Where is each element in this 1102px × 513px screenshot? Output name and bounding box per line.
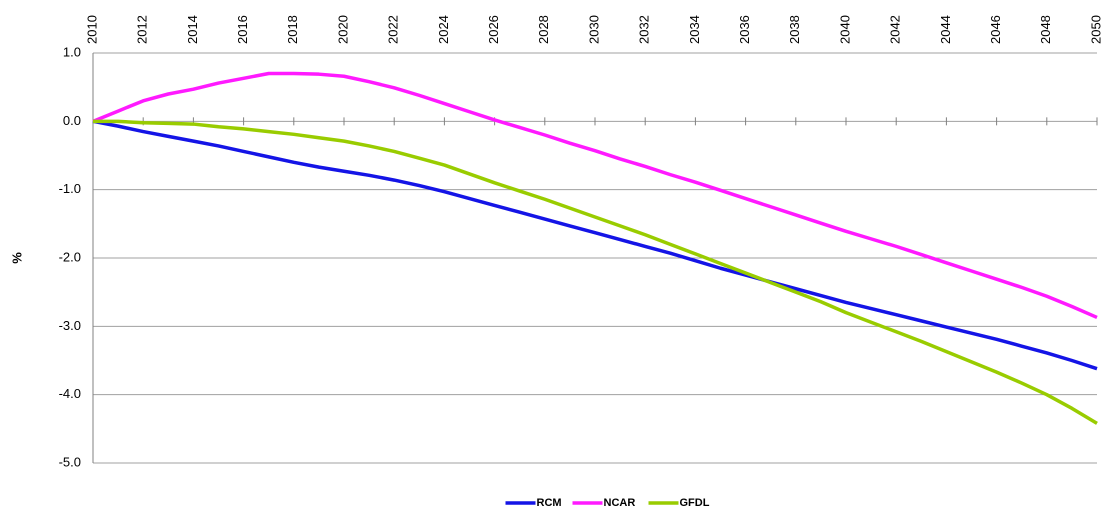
x-tick-label: 2050 [1088, 15, 1102, 44]
y-tick-label: 0.0 [63, 113, 81, 128]
series-line [92, 119, 1098, 371]
x-tick-label: 2044 [938, 15, 953, 44]
y-tick-label: -3.0 [59, 318, 81, 333]
x-tick-label: 2048 [1038, 15, 1053, 44]
x-tick-label: 2038 [787, 15, 802, 44]
y-tick-label: -4.0 [59, 386, 81, 401]
x-tick-label: 2026 [486, 15, 501, 44]
x-tick-label: 2022 [386, 15, 401, 44]
legend-label: RCM [537, 497, 562, 509]
legend-label: GFDL [680, 497, 710, 509]
x-tick-label: 2024 [436, 15, 451, 44]
y-tick-label: -2.0 [59, 249, 81, 264]
legend: RCM NCAR GFDL [505, 497, 710, 509]
x-tick-label: 2018 [285, 15, 300, 44]
x-tick-label: 2010 [84, 15, 99, 44]
x-tick-label: 2042 [888, 15, 903, 44]
series-line [92, 71, 1098, 320]
series-line [93, 119, 1098, 425]
x-tick-label: 2020 [335, 15, 350, 44]
x-tick-label: 2040 [837, 15, 852, 44]
y-axis-label: % [9, 252, 24, 264]
x-tick-label: 2028 [536, 15, 551, 44]
x-tick-label: 2032 [637, 15, 652, 44]
x-tick-label: 2014 [185, 15, 200, 44]
y-tick-label: -5.0 [59, 454, 81, 469]
x-tick-label: 2036 [737, 15, 752, 44]
x-tick-label: 2012 [135, 15, 150, 44]
y-tick-label: 1.0 [63, 44, 81, 59]
x-tick-label: 2034 [687, 15, 702, 44]
x-tick-label: 2046 [988, 15, 1003, 44]
x-tick-label: 2016 [235, 15, 250, 44]
legend-label: NCAR [604, 497, 636, 509]
y-tick-label: -1.0 [59, 181, 81, 196]
x-tick-label: 2030 [586, 15, 601, 44]
